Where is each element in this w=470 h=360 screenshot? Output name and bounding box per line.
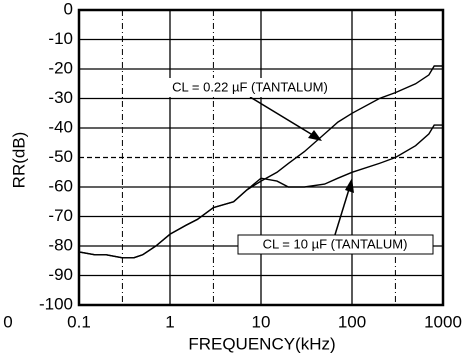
annotation-box bbox=[237, 234, 434, 255]
y-tick-label: -60 bbox=[48, 176, 73, 195]
series-annotation: CL = 0.22 µF (TANTALUM) bbox=[172, 79, 328, 94]
x-axis-label: FREQUENCY(kHz) bbox=[188, 334, 335, 353]
y-tick-label: -70 bbox=[48, 206, 73, 225]
y-tick-label: -100 bbox=[39, 294, 73, 313]
series-annotation: CL = 10 µF (TANTALUM) bbox=[263, 236, 408, 251]
x-tick-label: 0.1 bbox=[67, 312, 91, 331]
series-line bbox=[78, 124, 443, 259]
arrow bbox=[249, 96, 317, 138]
lines bbox=[78, 65, 443, 259]
y-tick-label: -30 bbox=[48, 88, 73, 107]
x-tick-label: 100 bbox=[338, 312, 366, 331]
x-tick-label: 1 bbox=[165, 312, 174, 331]
arrow bbox=[333, 185, 351, 239]
y-tick-label: -20 bbox=[48, 58, 73, 77]
corner-label: 0 bbox=[3, 312, 12, 331]
y-tick-label: 0 bbox=[64, 0, 73, 18]
y-tick-label: -80 bbox=[48, 235, 73, 254]
arrowhead bbox=[308, 130, 322, 141]
x-tick-label: 10 bbox=[252, 312, 271, 331]
y-tick-label: -50 bbox=[48, 147, 73, 166]
y-tick-label: -90 bbox=[48, 265, 73, 284]
x-tick-label: 1000 bbox=[424, 312, 462, 331]
y-tick-label: -40 bbox=[48, 117, 73, 136]
annotation-box bbox=[150, 78, 350, 97]
y-tick-label: -10 bbox=[48, 29, 73, 48]
y-axis-label: RR(dB) bbox=[9, 132, 28, 189]
plot-frame bbox=[77, 8, 445, 307]
arrowhead bbox=[345, 178, 354, 193]
